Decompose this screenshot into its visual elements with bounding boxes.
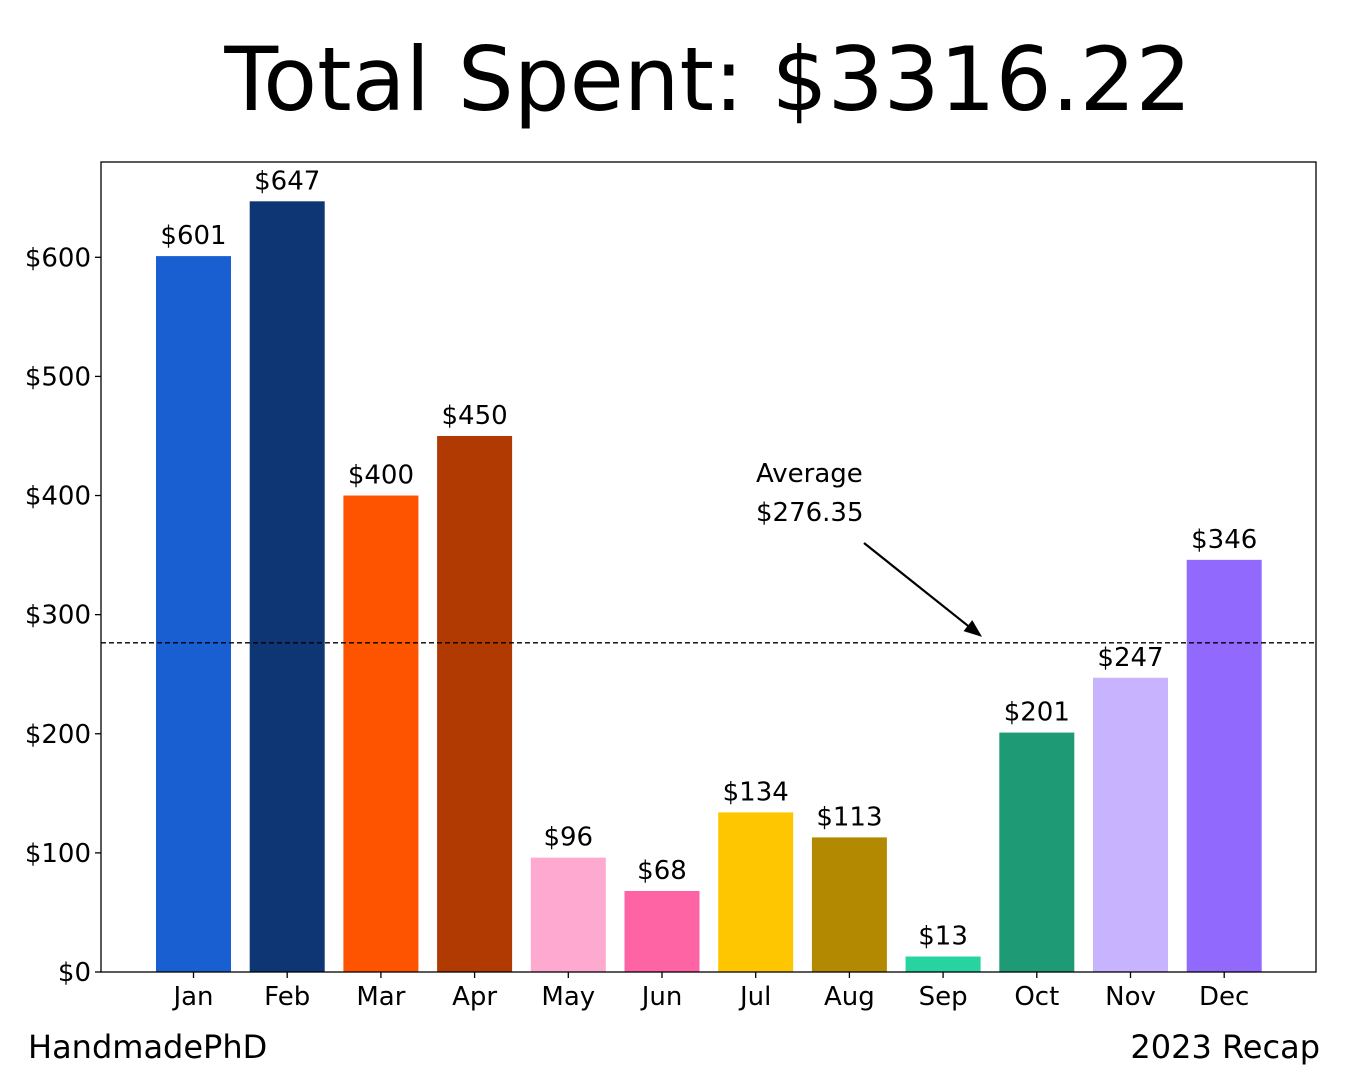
bar-dec [1186, 559, 1262, 972]
bar-jun [624, 891, 700, 972]
value-label-apr: $450 [442, 401, 508, 431]
y-tick-label-500: $500 [25, 362, 91, 392]
x-tick-label-may: May [541, 982, 595, 1012]
average-label-value: $276.35 [756, 498, 864, 528]
value-label-nov: $247 [1097, 643, 1163, 673]
x-tick-label-oct: Oct [1014, 982, 1059, 1012]
y-tick-label-600: $600 [25, 243, 91, 273]
bar-jan [156, 256, 231, 973]
bar-oct [999, 732, 1075, 972]
x-tick-label-feb: Feb [264, 982, 310, 1012]
ticks-layer: Jan Feb Mar Apr May Jun Jul Aug Sep Oct Nov Dec $0 $1… [25, 243, 1250, 1012]
bar-apr [437, 435, 513, 972]
x-tick-label-dec: Dec [1199, 982, 1249, 1012]
average-arrow-head [963, 620, 982, 637]
average-arrow-shaft [863, 542, 974, 631]
value-label-may: $96 [543, 823, 593, 853]
y-tick-label-0: $0 [58, 958, 91, 988]
bar-nov [1093, 677, 1168, 972]
bar-may [530, 857, 606, 972]
footer-left-text: HandmadePhD [28, 1028, 267, 1066]
value-label-aug: $113 [816, 802, 882, 832]
y-tick-label-300: $300 [25, 601, 91, 631]
x-tick-label-jun: Jun [640, 982, 683, 1012]
bar-jul [718, 812, 794, 972]
value-label-feb: $647 [254, 166, 320, 196]
value-label-oct: $201 [1004, 698, 1070, 728]
average-layer: Average $276.35 [101, 459, 1316, 644]
y-tick-label-400: $400 [25, 482, 91, 512]
value-label-dec: $346 [1191, 525, 1257, 555]
value-label-jul: $134 [723, 777, 789, 807]
value-label-mar: $400 [348, 461, 414, 491]
bar-sep [905, 956, 981, 972]
x-tick-label-apr: Apr [452, 982, 497, 1012]
bar-aug [811, 837, 887, 972]
plot-frame [100, 161, 1317, 973]
value-label-sep: $13 [918, 922, 968, 952]
footer-right-text: 2023 Recap [1130, 1028, 1320, 1066]
value-label-jan: $601 [160, 221, 226, 251]
bar-feb [249, 201, 325, 972]
x-tick-label-mar: Mar [356, 982, 405, 1012]
bars-layer: $601 $647 $400 $450 $96 $68 $134 $113 $13 $201 $24… [156, 166, 1262, 973]
average-label-title: Average [756, 459, 863, 489]
bar-mar [343, 495, 419, 972]
y-tick-label-100: $100 [25, 839, 91, 869]
x-tick-label-nov: Nov [1105, 982, 1156, 1012]
x-tick-label-jul: Jul [738, 982, 771, 1012]
chart-title: Total Spent: $3316.22 [223, 28, 1191, 131]
x-tick-label-sep: Sep [919, 982, 968, 1012]
y-tick-label-200: $200 [25, 720, 91, 750]
value-label-jun: $68 [637, 856, 687, 886]
x-tick-label-jan: Jan [171, 982, 213, 1012]
x-tick-label-aug: Aug [824, 982, 875, 1012]
